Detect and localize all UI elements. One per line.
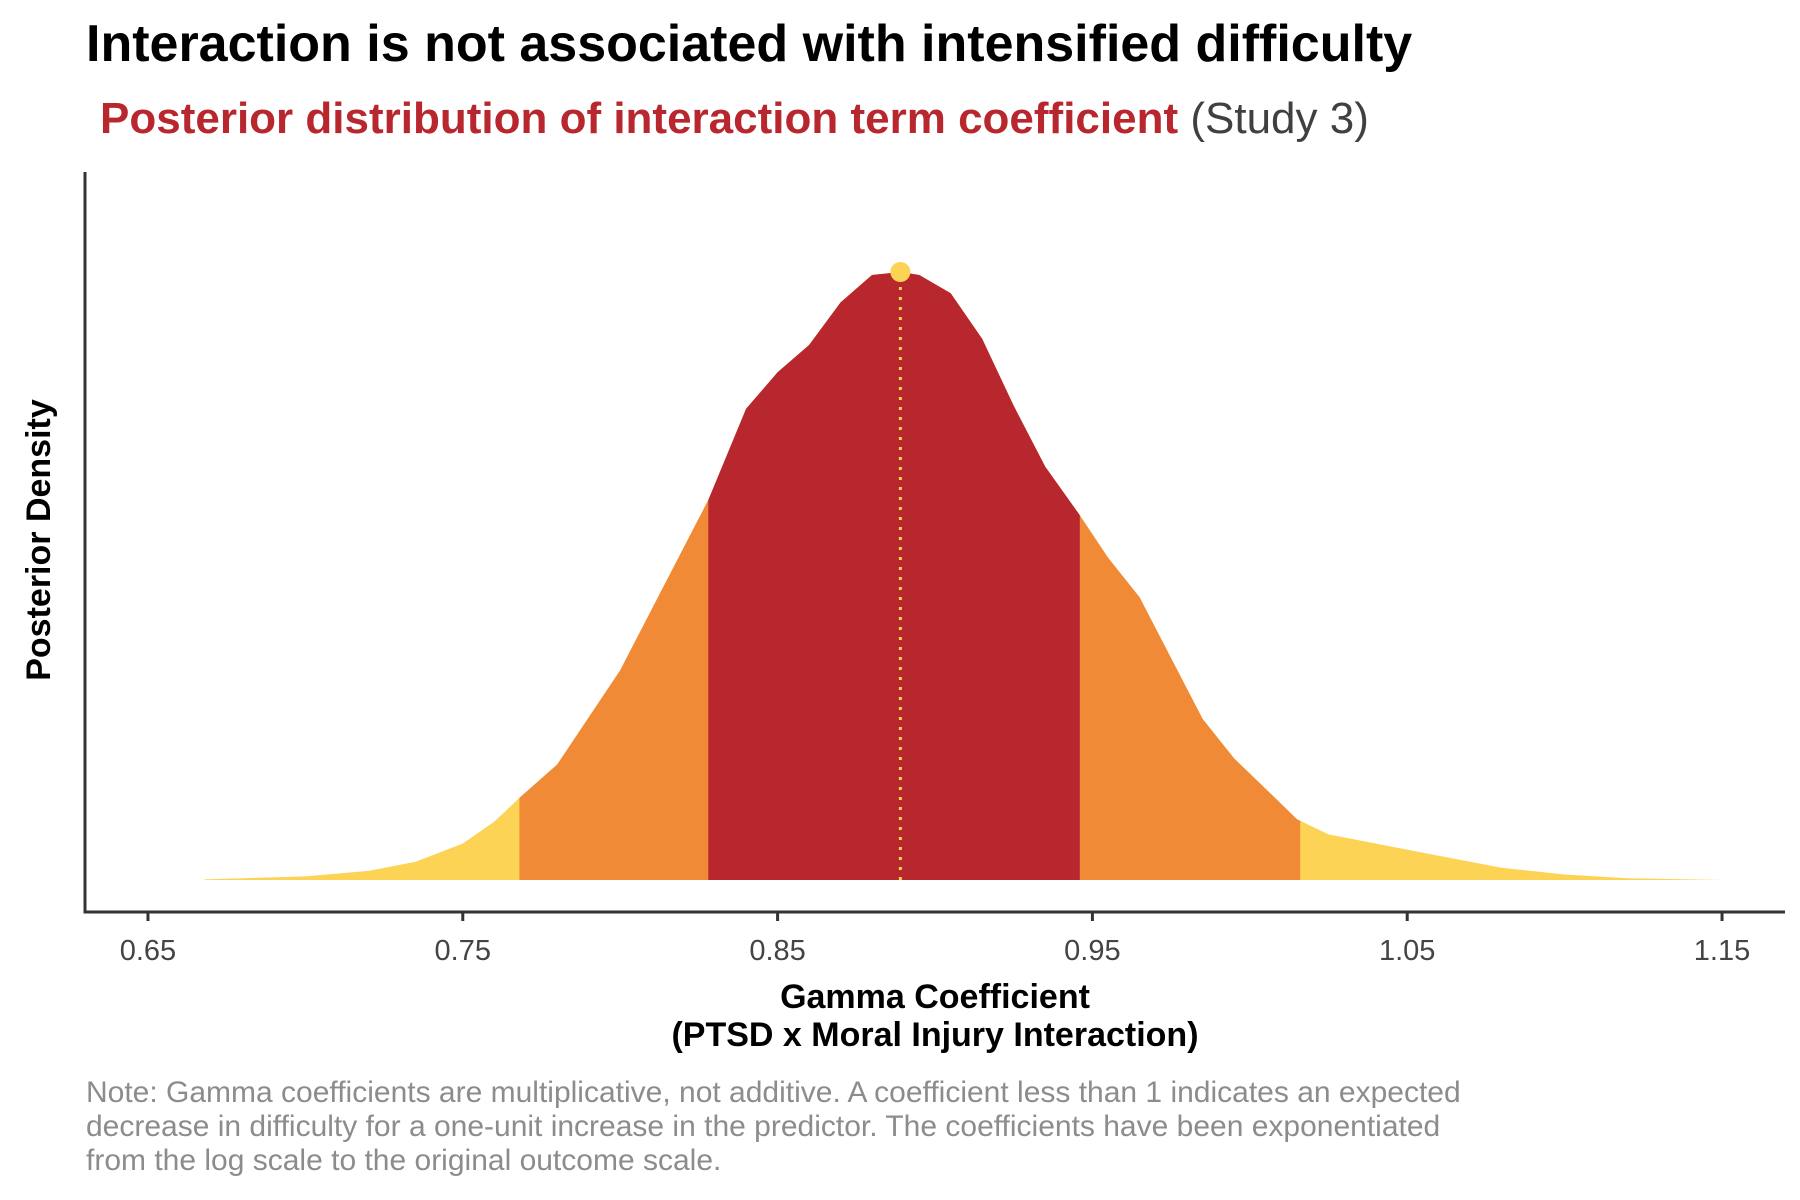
median-point [890, 262, 911, 282]
x-axis-title-line1: Gamma Coefficient [780, 978, 1090, 1016]
x-tick-label: 0.85 [749, 935, 805, 967]
footnote-line-2: decrease in difficulty for a one-unit in… [86, 1110, 1441, 1143]
footnote-line-1: Note: Gamma coefficients are multiplicat… [86, 1076, 1461, 1109]
x-tick-label: 1.15 [1694, 935, 1750, 967]
x-tick-label: 0.65 [120, 935, 176, 967]
chart-subtitle: Posterior distribution of interaction te… [100, 94, 1369, 144]
subtitle-rest: (Study 3) [1190, 94, 1369, 143]
x-tick-label: 0.95 [1064, 935, 1120, 967]
chart-title: Interaction is not associated with inten… [86, 15, 1413, 73]
x-tick-label: 0.75 [435, 935, 491, 967]
x-axis-title-line2: (PTSD x Moral Injury Interaction) [671, 1016, 1198, 1054]
interval-inner-area [708, 272, 1080, 880]
x-tick-label: 1.05 [1379, 935, 1435, 967]
y-axis-title: Posterior Density [20, 399, 58, 681]
footnote: Note: Gamma coefficients are multiplicat… [86, 1076, 1786, 1178]
footnote-line-3: from the log scale to the original outco… [86, 1144, 722, 1177]
subtitle-highlight: Posterior distribution of interaction te… [100, 94, 1179, 143]
x-axis-ticks: 0.65 0.75 0.85 0.95 1.05 1.15 [120, 912, 1750, 967]
density-areas [204, 272, 1723, 880]
